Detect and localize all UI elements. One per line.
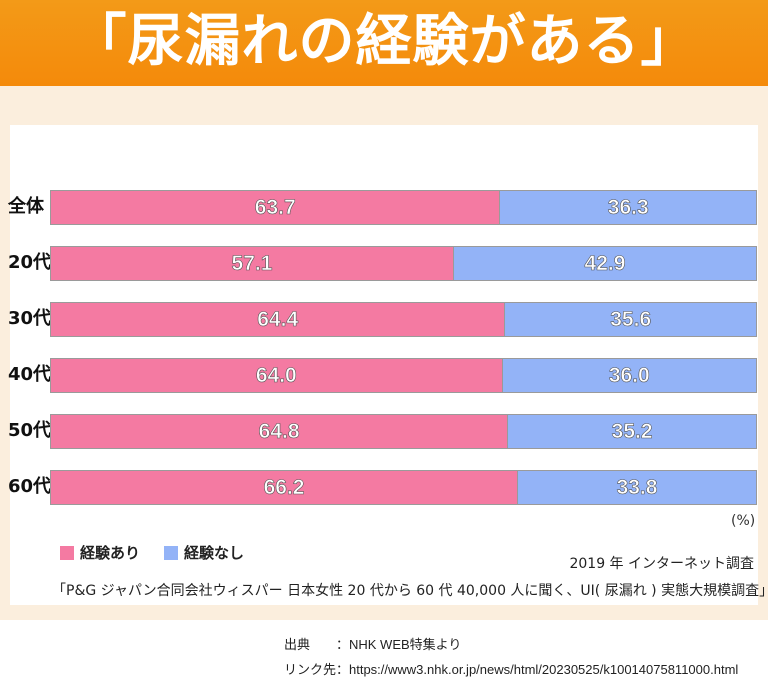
bar-row: 63.7 36.3: [50, 190, 757, 225]
bar-segment-no: 36.0: [501, 359, 756, 392]
legend-label-no: 経験なし: [184, 544, 245, 562]
footer-source: 出典 ：NHK WEB特集より: [284, 637, 462, 652]
category-label: 50代: [8, 420, 52, 441]
category-label: 30代: [8, 308, 52, 329]
legend-swatch-no: [164, 545, 179, 560]
data-label: 64.0: [255, 363, 297, 387]
data-label: 36.0: [608, 363, 650, 387]
bar-row: 64.8 35.2: [50, 414, 757, 449]
bar-segment-yes: 64.8: [51, 415, 508, 448]
category-label: 60代: [8, 476, 52, 497]
unit-label: (%): [731, 513, 756, 529]
survey-note: 2019 年 インターネット調査: [569, 556, 754, 572]
data-label: 42.9: [584, 251, 626, 275]
data-label: 57.1: [231, 251, 273, 275]
bar-segment-no: 36.3: [499, 191, 756, 224]
legend-swatch-yes: [60, 545, 74, 560]
category-label: 20代: [8, 252, 52, 273]
bar-segment-yes: 66.2: [51, 471, 518, 504]
legend-label-yes: 経験あり: [80, 544, 141, 562]
data-label: 36.3: [607, 195, 649, 219]
footer-link: リンク先：https://www3.nhk.or.jp/news/html/20…: [284, 662, 739, 677]
bar-segment-no: 35.2: [507, 415, 756, 448]
bar-segment-no: 35.6: [504, 303, 756, 336]
data-label: 35.6: [610, 307, 652, 331]
bar-segment-yes: 64.4: [51, 303, 505, 336]
data-label: 66.2: [263, 475, 305, 499]
data-label: 64.8: [258, 419, 300, 443]
category-label: 40代: [8, 364, 52, 385]
bar-row: 66.2 33.8: [50, 470, 757, 505]
legend-item-yes: 経験あり: [60, 542, 140, 563]
bar-segment-yes: 64.0: [51, 359, 502, 392]
chart-title: 「尿漏れの経験がある」: [70, 9, 698, 74]
bar-row: 64.0 36.0: [50, 358, 757, 393]
category-label: 全体: [8, 196, 44, 217]
data-label: 63.7: [254, 195, 296, 219]
bar-segment-no: 33.8: [517, 471, 756, 504]
bar-row: 57.1 42.9: [50, 246, 757, 281]
bar-segment-yes: 57.1: [51, 247, 453, 280]
bar-segment-no: 42.9: [452, 247, 756, 280]
data-label: 33.8: [616, 475, 658, 499]
bar-row: 64.4 35.6: [50, 302, 757, 337]
legend-item-no: 経験なし: [164, 542, 244, 563]
legend: 経験あり 経験なし: [60, 542, 268, 563]
survey-source: 「P&G ジャパン合同会社ウィスパー 日本女性 20 代から 60 代 40,0…: [52, 583, 768, 599]
data-label: 35.2: [611, 419, 653, 443]
title-banner: 「尿漏れの経験がある」: [0, 0, 768, 86]
bar-segment-yes: 63.7: [51, 191, 500, 224]
data-label: 64.4: [257, 307, 299, 331]
